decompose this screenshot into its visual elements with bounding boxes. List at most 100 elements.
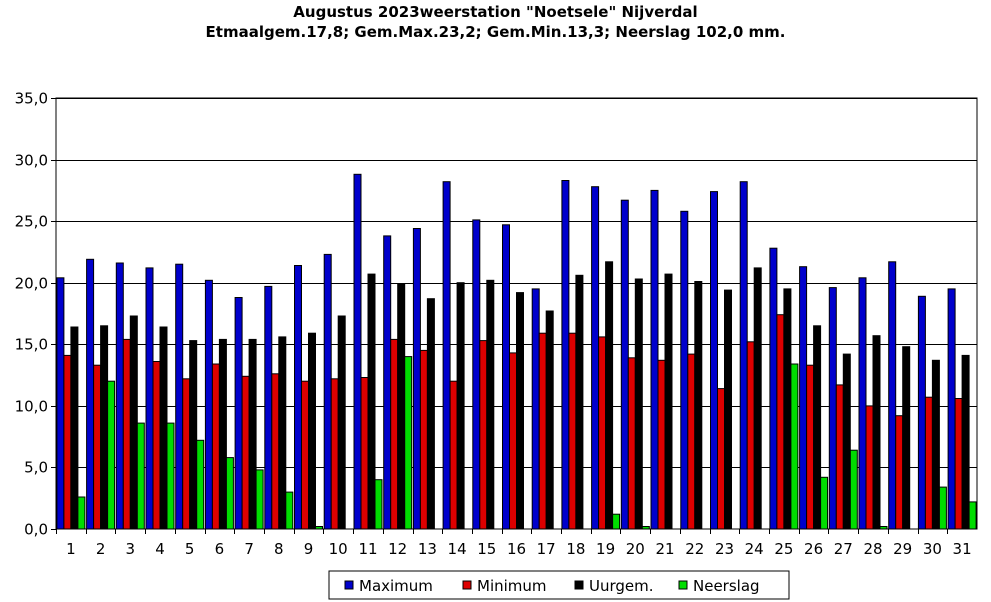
bar-minimum: [241, 375, 250, 530]
bar-uurgem: [397, 283, 406, 530]
chart-title: Augustus 2023weerstation "Noetsele" Nijv…: [293, 3, 698, 21]
bar-minimum: [182, 378, 191, 530]
bar-minimum: [657, 359, 666, 530]
bar-neerslag: [77, 496, 86, 530]
bar-uurgem: [70, 326, 79, 530]
x-tick-label: 2: [96, 540, 106, 558]
bar-uurgem: [902, 346, 911, 530]
bar-maximum: [204, 279, 213, 530]
bar-maximum: [799, 266, 808, 530]
legend-swatch: [344, 580, 354, 590]
bar-uurgem: [605, 261, 614, 530]
bar-uurgem: [100, 325, 109, 530]
bar-uurgem: [931, 359, 940, 530]
bar-uurgem: [129, 315, 138, 530]
bar-minimum: [419, 349, 428, 530]
bar-uurgem: [486, 279, 495, 530]
bar-neerslag: [879, 526, 888, 530]
bar-neerslag: [404, 356, 413, 530]
bar-minimum: [509, 352, 517, 530]
y-tick-label: 10,0: [15, 398, 48, 416]
bar-neerslag: [849, 449, 858, 530]
bar-uurgem: [248, 338, 257, 530]
bar-uurgem: [694, 281, 703, 530]
bar-minimum: [93, 364, 102, 530]
x-tick-label: 7: [244, 540, 254, 558]
bar-minimum: [895, 415, 904, 530]
bar-maximum: [858, 277, 867, 530]
bar-uurgem: [367, 273, 376, 530]
legend-swatch: [678, 580, 688, 590]
bar-minimum: [360, 377, 369, 530]
bar-maximum: [86, 258, 95, 530]
x-tick-label: 28: [863, 540, 882, 558]
axes: [51, 98, 948, 534]
x-tick-label: 25: [774, 540, 793, 558]
bar-neerslag: [790, 363, 799, 530]
bar-maximum: [264, 285, 273, 530]
x-tick-label: 18: [566, 540, 585, 558]
x-tick-label: 6: [215, 540, 225, 558]
bar-maximum: [145, 267, 154, 530]
x-tick-labels: 1 2 3 4 5 6 7 8 9 10 11 12 13 14 15 16 17 18 19 20 21 22 23 24 2…: [66, 540, 972, 558]
bar-neerslag: [315, 526, 323, 530]
x-tick-label: 8: [274, 540, 284, 558]
bar-neerslag: [107, 380, 116, 530]
bar-maximum: [234, 297, 243, 530]
bar-uurgem: [634, 278, 643, 530]
x-tick-label: 3: [126, 540, 136, 558]
y-tick-label: 5,0: [24, 459, 48, 477]
x-tick-label: 13: [418, 540, 437, 558]
bar-minimum: [390, 338, 399, 530]
bar-uurgem: [337, 315, 346, 530]
bar-minimum: [538, 332, 547, 530]
x-tick-label: 12: [388, 540, 407, 558]
bar-maximum: [353, 173, 362, 530]
bar-neerslag: [166, 422, 175, 530]
y-tick-label: 25,0: [15, 213, 48, 231]
bar-maximum: [323, 253, 332, 530]
x-tick-label: 5: [185, 540, 195, 558]
bar-neerslag: [820, 476, 829, 530]
x-tick-label: 22: [685, 540, 704, 558]
bar-maximum: [294, 265, 302, 530]
bar-maximum: [769, 247, 778, 530]
bar-minimum: [627, 357, 636, 530]
bar-uurgem: [516, 292, 524, 530]
bar-minimum: [865, 405, 874, 530]
bar-minimum: [449, 380, 458, 530]
bar-uurgem: [218, 338, 227, 530]
bar-minimum: [924, 396, 933, 530]
y-tick-label: 30,0: [15, 152, 48, 170]
bar-maximum: [531, 288, 540, 530]
bar-maximum: [115, 262, 124, 530]
bar-maximum: [917, 295, 926, 530]
bar-neerslag: [612, 513, 621, 530]
bar-maximum: [412, 228, 421, 530]
bar-minimum: [687, 353, 696, 530]
bar-minimum: [122, 338, 131, 530]
bar-neerslag: [285, 491, 294, 530]
bar-minimum: [806, 364, 815, 530]
x-tick-label: 29: [893, 540, 912, 558]
x-tick-label: 10: [329, 540, 348, 558]
bar-maximum: [947, 288, 956, 530]
bar-minimum: [598, 336, 607, 530]
x-tick-label: 16: [507, 540, 526, 558]
bar-uurgem: [872, 335, 881, 530]
bar-minimum: [211, 363, 220, 530]
bar-uurgem: [159, 326, 168, 530]
bar-maximum: [888, 261, 897, 530]
chart-title-block: Augustus 2023weerstation "Noetsele" Nijv…: [0, 2, 991, 42]
bar-minimum: [746, 341, 755, 530]
x-tick-label: 31: [953, 540, 972, 558]
bar-uurgem: [189, 340, 198, 530]
bar-minimum: [835, 384, 844, 530]
bar-maximum: [175, 263, 184, 530]
bar-maximum: [56, 277, 65, 530]
bar-minimum: [568, 332, 577, 530]
bar-neerslag: [136, 422, 145, 530]
x-tick-label: 11: [358, 540, 377, 558]
y-tick-label: 0,0: [24, 521, 48, 539]
